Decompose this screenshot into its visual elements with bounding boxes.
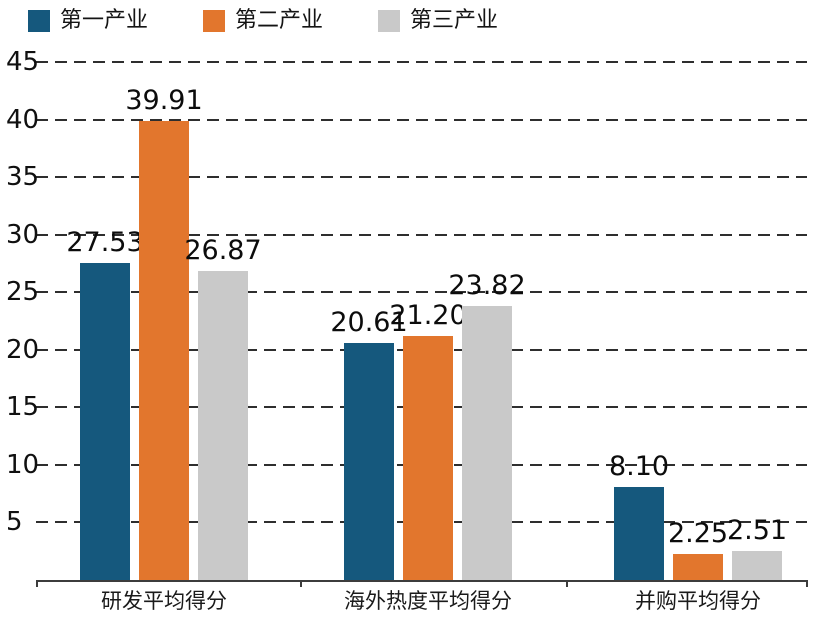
legend-item-series3: 第三产业: [378, 8, 498, 34]
legend-item-series1: 第一产业: [28, 8, 148, 34]
bar-value-label: 20.61: [330, 307, 408, 338]
gridline: [36, 176, 807, 179]
x-axis-category-label: 研发平均得分: [101, 589, 227, 613]
bar-series3-cat2: [462, 306, 512, 580]
y-axis-tick-label: 10: [6, 449, 40, 480]
legend-label-series3: 第三产业: [410, 8, 499, 33]
gridline: [36, 233, 807, 236]
bar-series3-cat1: [198, 271, 248, 580]
y-axis-tick-label: 40: [6, 104, 40, 135]
legend: 第一产业 第二产业 第三产业: [28, 8, 498, 34]
gridline: [36, 291, 807, 294]
legend-item-series2: 第二产业: [203, 8, 323, 34]
bar-series1-cat3: [614, 487, 664, 580]
x-axis-tick: [300, 580, 302, 587]
bar-value-label: 23.82: [448, 270, 526, 301]
x-axis-tick: [566, 580, 568, 587]
y-axis-tick-label: 15: [6, 392, 40, 423]
bar-value-label: 8.10: [608, 451, 670, 482]
x-axis-tick: [36, 580, 38, 587]
y-axis-tick-label: 25: [6, 277, 40, 308]
bar-value-label: 2.25: [667, 518, 729, 549]
gridline: [36, 118, 807, 121]
x-axis-line: [36, 580, 807, 582]
bar-value-label: 26.87: [184, 235, 262, 266]
legend-label-series1: 第一产业: [60, 8, 149, 33]
bar-value-label: 21.20: [389, 300, 467, 331]
bar-series2-cat1: [139, 121, 189, 580]
x-axis-tick: [806, 580, 808, 587]
legend-label-series2: 第二产业: [235, 8, 324, 33]
y-axis-tick-label: 20: [6, 334, 40, 365]
y-axis-tick-label: 5: [6, 507, 23, 538]
x-axis-category-label: 海外热度平均得分: [344, 589, 512, 613]
legend-swatch-series2: [203, 10, 226, 32]
bar-series1-cat2: [344, 343, 394, 580]
bar-value-label: 2.51: [726, 515, 788, 546]
bar-series1-cat1: [80, 263, 130, 580]
bar-value-label: 27.53: [66, 227, 144, 258]
bar-value-label: 39.91: [125, 85, 203, 116]
legend-swatch-series1: [28, 10, 50, 32]
bar-series2-cat3: [673, 554, 723, 580]
y-axis-tick-label: 45: [6, 47, 40, 77]
x-axis-category-label: 并购平均得分: [635, 589, 761, 613]
y-axis-tick-label: 30: [6, 219, 40, 250]
bar-series3-cat3: [732, 551, 782, 580]
gridline: [36, 61, 807, 63]
y-axis-tick-label: 35: [6, 162, 40, 193]
bar-series2-cat2: [403, 336, 453, 580]
legend-swatch-series3: [378, 10, 401, 32]
